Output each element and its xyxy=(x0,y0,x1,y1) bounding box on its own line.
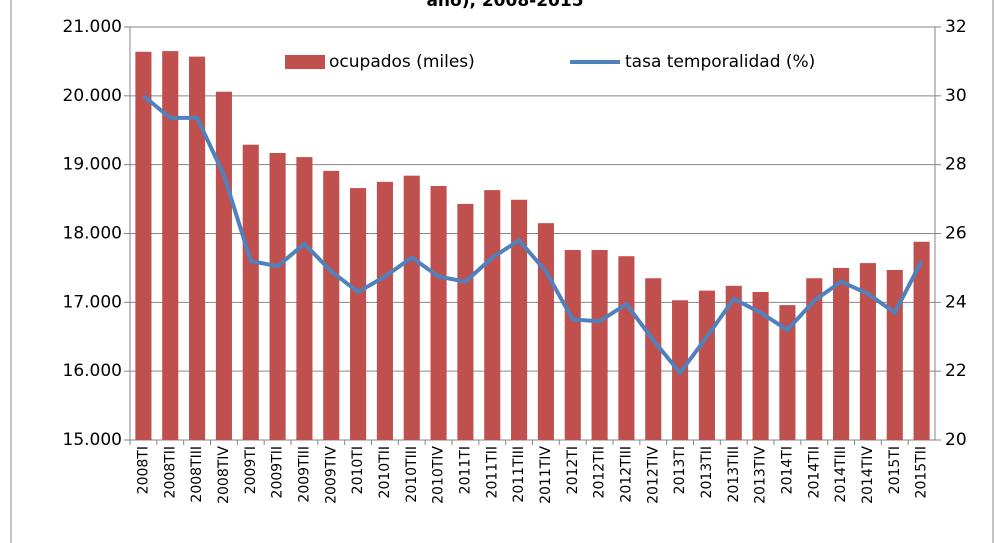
bar xyxy=(537,223,554,440)
bar xyxy=(269,152,286,440)
x-tick-label: 2009TIV xyxy=(323,446,339,504)
legend-label: ocupados (miles) xyxy=(329,52,475,72)
y-tick-label: 19.000 xyxy=(63,155,122,175)
x-tick-label: 2008TIII xyxy=(189,446,205,503)
x-tick-label: 2013TIII xyxy=(726,446,742,503)
x-tick-label: 2014TII xyxy=(806,446,822,498)
x-tick-label: 2014TI xyxy=(779,446,795,494)
bar xyxy=(376,181,393,440)
y2-tick-label: 22 xyxy=(945,361,967,381)
y2-tick-label: 28 xyxy=(945,155,967,175)
x-tick-label: 2010TI xyxy=(350,446,366,494)
bar xyxy=(350,188,367,440)
x-tick-label: 2012TIII xyxy=(618,446,634,503)
x-tick-label: 2013TIV xyxy=(753,446,769,504)
y2-tick-label: 24 xyxy=(945,292,967,312)
bar xyxy=(698,290,715,440)
bar xyxy=(806,278,823,440)
legend-label: tasa temporalidad (%) xyxy=(625,52,815,72)
x-tick-label: 2009TI xyxy=(243,446,259,494)
bar xyxy=(591,250,608,440)
bar xyxy=(430,186,447,440)
y-tick-label: 15.000 xyxy=(63,430,122,450)
x-tick-label: 2011TII xyxy=(484,446,500,498)
bar xyxy=(752,292,769,440)
bar xyxy=(296,157,313,440)
bar xyxy=(323,170,340,440)
x-tick-label: 2015TI xyxy=(887,446,903,494)
y2-tick-label: 32 xyxy=(945,17,967,37)
chart-title: año), 2008-2015 xyxy=(426,0,583,11)
bar xyxy=(564,250,581,440)
x-tick-label: 2014TIII xyxy=(833,446,849,503)
y-tick-label: 18.000 xyxy=(63,224,122,244)
bar xyxy=(242,144,259,440)
x-tick-label: 2009TIII xyxy=(296,446,312,503)
bar xyxy=(833,267,850,440)
bar xyxy=(457,203,474,440)
x-tick-label: 2008TII xyxy=(162,446,178,498)
x-tick-label: 2014TIV xyxy=(860,446,876,504)
bar xyxy=(779,305,796,440)
line xyxy=(142,94,924,377)
x-tick-label: 2008TIV xyxy=(216,446,232,504)
bar xyxy=(618,256,635,440)
x-tick-label: 2012TIV xyxy=(645,446,661,504)
y-tick-label: 21.000 xyxy=(63,17,122,37)
x-tick-label: 2011TI xyxy=(457,446,473,494)
bar xyxy=(484,190,501,440)
x-tick-label: 2013TII xyxy=(699,446,715,498)
y2-tick-label: 30 xyxy=(945,86,967,106)
x-tick-label: 2010TIV xyxy=(431,446,447,504)
bar xyxy=(215,91,232,440)
x-tick-label: 2008TI xyxy=(135,446,151,494)
x-tick-label: 2012TI xyxy=(565,446,581,494)
bar xyxy=(403,175,420,440)
bar xyxy=(725,285,742,440)
y-tick-label: 17.000 xyxy=(63,292,122,312)
y-tick-label: 20.000 xyxy=(63,86,122,106)
bar xyxy=(913,241,930,440)
y-tick-label: 16.000 xyxy=(63,361,122,381)
bar xyxy=(859,263,876,440)
bar xyxy=(511,199,528,440)
x-tick-label: 2011TIII xyxy=(511,446,527,503)
bar xyxy=(189,56,206,441)
x-tick-label: 2013TI xyxy=(672,446,688,494)
y2-tick-label: 26 xyxy=(945,224,967,244)
x-tick-label: 2011TIV xyxy=(538,446,554,504)
legend-swatch xyxy=(285,55,325,69)
x-tick-label: 2009TII xyxy=(270,446,286,498)
x-tick-label: 2012TII xyxy=(592,446,608,498)
bar xyxy=(162,51,179,440)
x-tick-label: 2010TIII xyxy=(404,446,420,503)
bar xyxy=(645,278,662,440)
bar xyxy=(886,269,903,440)
x-tick-label: 2010TII xyxy=(377,446,393,498)
x-tick-label: 2015TII xyxy=(914,446,930,498)
y2-tick-label: 20 xyxy=(945,430,967,450)
bar xyxy=(135,51,152,440)
